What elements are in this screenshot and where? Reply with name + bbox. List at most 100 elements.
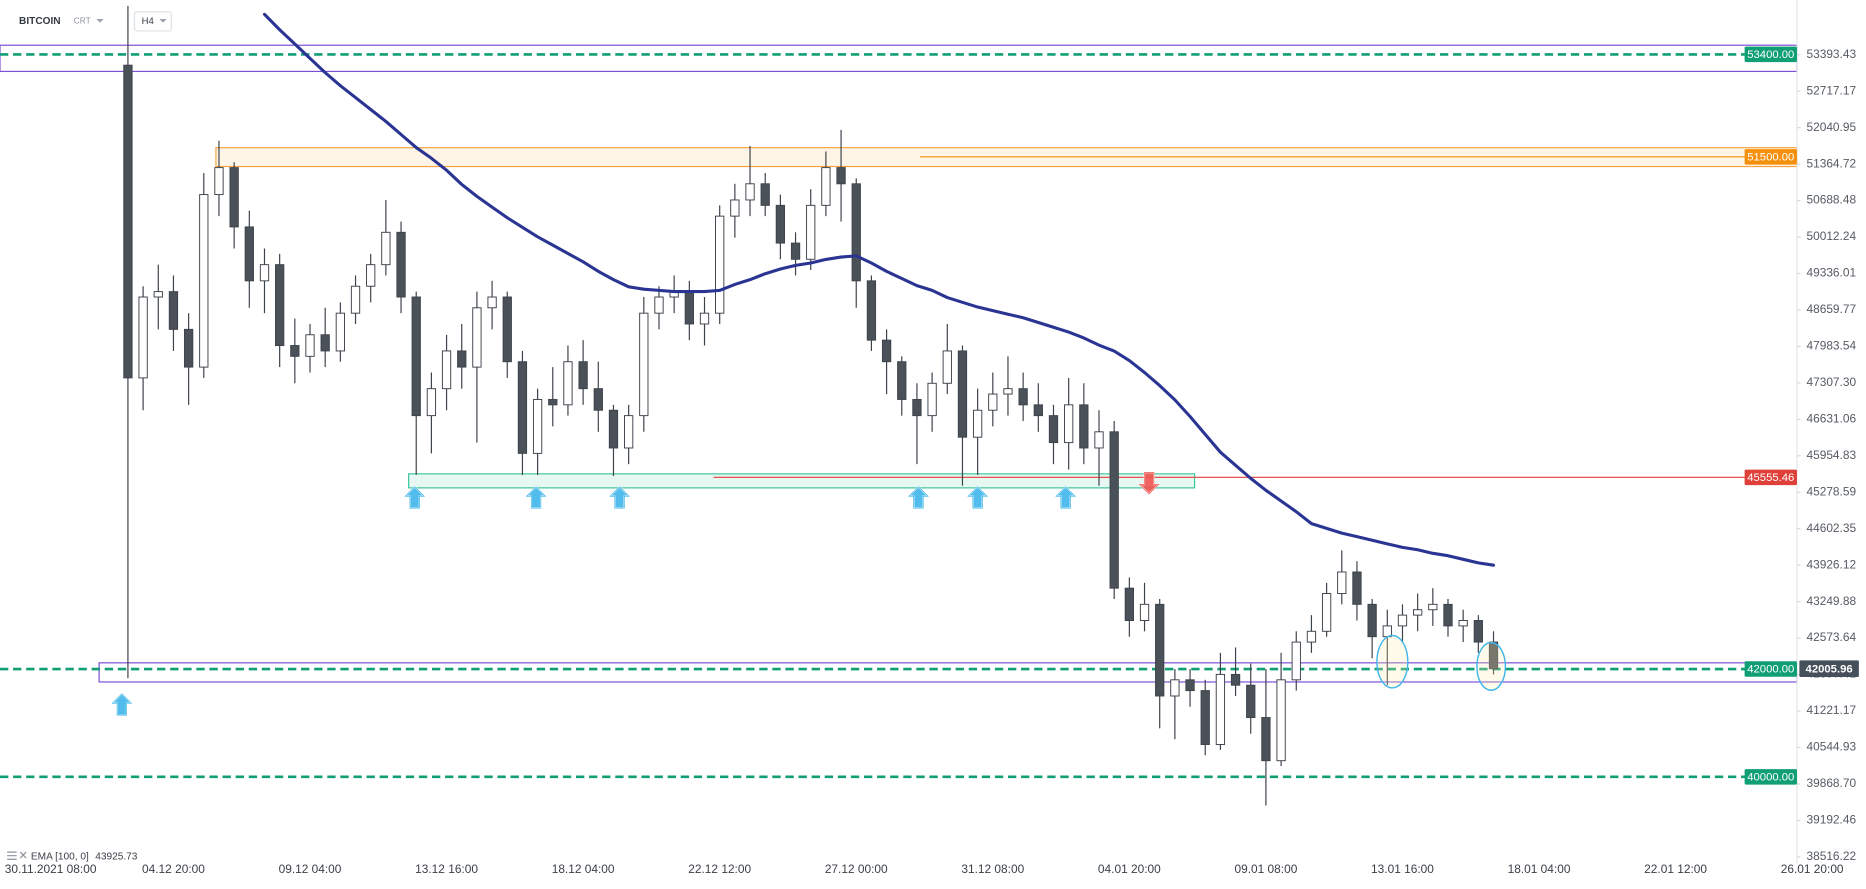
level-label-box [1744, 661, 1797, 677]
candle-body [1321, 593, 1332, 632]
candle-body [275, 264, 285, 347]
candle-body [1473, 620, 1483, 643]
candle-body [1352, 571, 1362, 605]
candle-body [517, 361, 528, 454]
candle-body [1397, 614, 1408, 627]
y-tick-label: 52040.95 [1806, 120, 1856, 134]
timeframe-box[interactable] [133, 11, 172, 32]
candle-body [760, 183, 770, 206]
x-tick-label: 31.12 08:00 [961, 862, 1024, 876]
candle-body [1413, 609, 1423, 616]
candle-body [350, 285, 361, 314]
dropdown-icon[interactable] [159, 19, 167, 23]
x-tick-label: 18.01 04:00 [1508, 862, 1571, 876]
candle-body [639, 312, 649, 417]
level-label-box [1744, 46, 1797, 63]
candle-body [396, 231, 406, 298]
candle-body [730, 199, 740, 217]
candle-body [199, 194, 209, 368]
level-label-box [1744, 469, 1797, 486]
x-tick-label: 13.01 16:00 [1371, 862, 1434, 876]
x-tick-label: 18.12 04:00 [552, 862, 615, 876]
candle-body [1261, 717, 1271, 762]
candle-body [381, 231, 391, 266]
zone [408, 473, 1196, 489]
markers [110, 471, 1161, 716]
candle-body [1003, 388, 1013, 395]
candle-body [1458, 620, 1468, 627]
y-tick-label: 49336.01 [1806, 266, 1856, 280]
x-tick-label: 22.01 12:00 [1644, 862, 1707, 876]
y-tick-label: 39192.46 [1806, 813, 1856, 827]
candle-body [790, 242, 801, 260]
candle-body [699, 312, 710, 325]
level-label-box [1744, 149, 1797, 165]
candle-body [563, 361, 573, 406]
arrow-marker-outline [111, 693, 133, 716]
arrow-marker-outline [525, 486, 547, 509]
candle-body [532, 398, 543, 454]
candle-body [1109, 431, 1119, 589]
candle-body [153, 291, 163, 298]
candle-body [320, 334, 330, 352]
candle-body [1291, 641, 1301, 681]
y-tick-label: 45278.59 [1806, 484, 1856, 498]
candle-body [411, 296, 421, 417]
y-tick-label: 45954.83 [1806, 448, 1856, 462]
candles [123, 5, 1499, 806]
candle-body [1185, 679, 1195, 692]
axes: 53393.43 52717.17 52040.95 51364.72 50688.48… [5, 47, 1857, 876]
candle-body [1155, 603, 1165, 697]
candle-body [335, 312, 345, 352]
candle-body [715, 215, 725, 314]
candle-body [654, 296, 664, 314]
x-tick-label: 04.12 20:00 [142, 862, 205, 876]
candle-body [1048, 415, 1059, 444]
x-tick-label: 13.12 16:00 [415, 862, 478, 876]
candle-body [972, 409, 983, 438]
settings-icon[interactable] [7, 851, 17, 860]
arrow-marker-outline [609, 486, 630, 509]
candle-body [988, 393, 998, 411]
candle-body [897, 361, 907, 400]
indicator-legend: EMA [100, 0] 43925.73 [7, 851, 138, 863]
highlight-ellipse [1376, 634, 1409, 689]
instrument-type[interactable]: CRT [74, 16, 91, 26]
price-labels: 53400.00 51500.00 45555.46 42000.00 40000.00… [1744, 46, 1859, 785]
candle-body [593, 388, 603, 411]
indicator-name: EMA [100, 0] [31, 852, 89, 863]
candle-body [942, 350, 952, 384]
y-tick-label: 43926.12 [1806, 557, 1856, 571]
x-tick-label: 30.11.2021 08:00 [5, 862, 97, 876]
candle-body [1367, 603, 1377, 638]
candle-body [684, 291, 694, 325]
candle-body [957, 350, 968, 438]
candle-body [745, 183, 755, 201]
candle-body [608, 409, 619, 449]
candle-body [290, 345, 300, 357]
y-tick-label: 39868.70 [1806, 776, 1856, 790]
y-tick-label: 46631.06 [1806, 411, 1856, 425]
x-tick-label: 26.01 20:00 [1781, 862, 1844, 876]
candle-body [472, 307, 482, 368]
timeframe[interactable]: H4 [142, 16, 155, 27]
candle-body [1124, 587, 1134, 621]
y-tick-label: 44602.35 [1806, 521, 1856, 535]
candle-body [487, 296, 497, 309]
dropdown-icon[interactable] [96, 19, 104, 23]
y-tick-label: 50688.48 [1806, 193, 1856, 207]
candle-body [881, 339, 892, 363]
x-tick-label: 04.01 20:00 [1098, 862, 1161, 876]
arrow-marker-outline [1138, 472, 1160, 495]
candle-body [578, 361, 588, 390]
y-tick-label: 47983.54 [1806, 339, 1856, 353]
candle-body [1079, 404, 1089, 449]
arrow-marker-outline [1055, 486, 1077, 509]
close-icon[interactable] [19, 851, 27, 859]
candle-body [1018, 388, 1028, 406]
candle-body [1033, 404, 1043, 417]
candle-body [366, 264, 376, 287]
y-tick-label: 48659.77 [1806, 302, 1856, 316]
